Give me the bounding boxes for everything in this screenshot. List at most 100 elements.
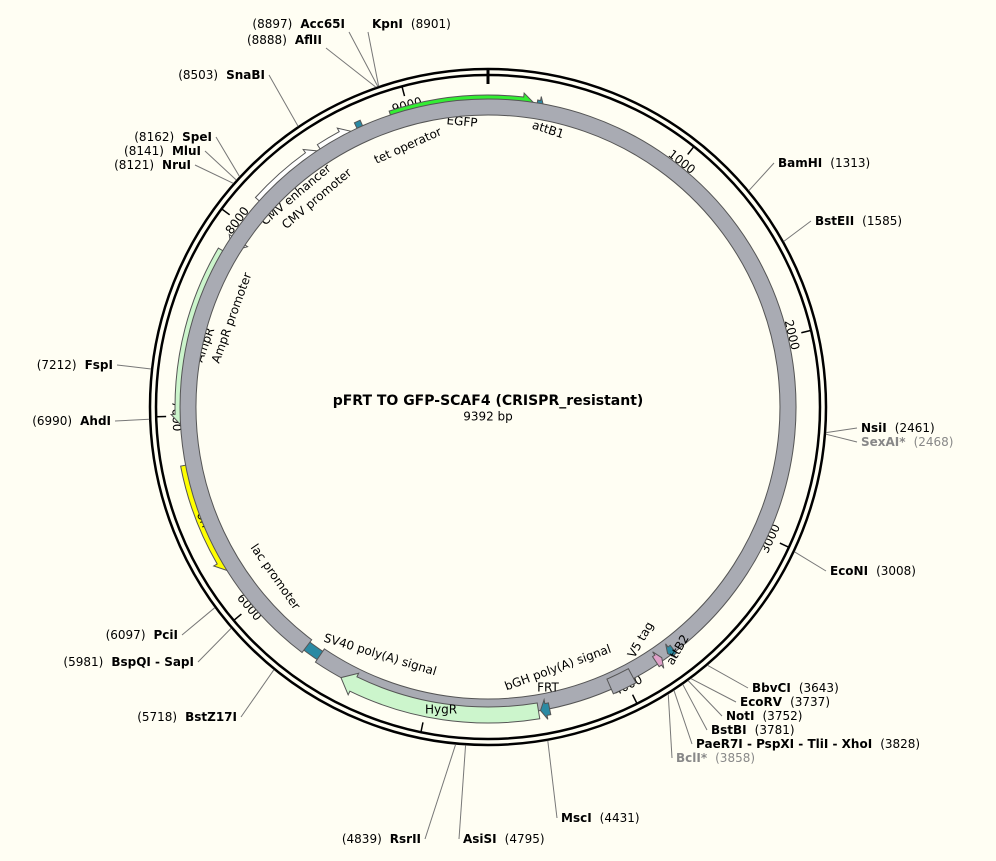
site-connector [547,740,558,819]
site-name: BamHI [778,156,822,170]
site-name: SnaBI [226,68,265,82]
site-connector [673,690,693,745]
site-label: (6097) PciI [106,628,178,642]
site-position: (6097) [106,628,146,642]
site-connector [367,31,380,87]
site-name: BbvCI [752,681,791,695]
site-label: (8162) SpeI [134,130,212,144]
tick-mark [801,329,812,334]
site-connector [348,31,379,87]
site-position: (8162) [134,130,174,144]
site-label: BstBI (3781) [711,723,795,737]
tick-mark [401,86,406,97]
site-position: (8901) [411,17,451,31]
site-name: BstEII [815,214,854,228]
site-connector [458,745,467,840]
site-position: (1313) [830,156,870,170]
feature-arrow [179,98,797,716]
site-label: NsiI (2461) [861,421,935,435]
site-connector [325,47,377,88]
site-position: (3781) [755,723,795,737]
site-position: (4431) [600,811,640,825]
feature-arrow [539,697,552,720]
site-position: (6990) [32,414,72,428]
site-name: EcoNI [830,564,868,578]
site-connector [682,684,708,731]
site-position: (2461) [895,421,935,435]
site-connector [194,164,234,184]
site-name: BstZ17I [185,710,237,724]
site-label: (8888) AflII [247,33,322,47]
site-position: (3643) [799,681,839,695]
site-label: BstEII (1585) [815,214,902,228]
feature-label: FRT [537,681,559,695]
tick-mark [779,542,790,548]
site-name: KpnI [372,17,403,31]
site-name: PciI [154,628,179,642]
site-name: NotI [726,709,755,723]
site-label: (8503) SnaBI [178,68,265,82]
site-name: NsiI [861,421,887,435]
site-connector [181,607,216,636]
site-name: BstBI [711,723,747,737]
site-connector [204,150,237,181]
site-label: (4839) RsrII [342,832,421,846]
site-position: (1585) [862,214,902,228]
site-label: AsiSI (4795) [463,832,545,846]
site-label: (5718) BstZ17I [137,710,237,724]
feature-label: HygR [425,703,457,717]
site-label: (8141) MluI [124,144,201,158]
tick-mark [233,613,242,622]
site-connector [114,418,150,422]
site-label: PaeR7I - PspXI - TliI - XhoI (3828) [696,737,920,751]
site-name: SpeI [182,130,212,144]
site-connector [825,433,858,443]
site-name: BspQI - SapI [111,655,194,669]
tick-mark [631,694,638,704]
site-label: MscI (4431) [561,811,640,825]
site-connector [707,664,749,689]
site-label: KpnI (8901) [372,17,451,31]
site-label: BamHI (1313) [778,156,870,170]
site-connector [240,669,275,718]
site-label: EcoNI (3008) [830,564,916,578]
plasmid-title: pFRT TO GFP-SCAF4 (CRISPR_resistant) [333,393,644,409]
site-connector [116,364,152,370]
site-connector [424,744,457,840]
site-position: (3008) [876,564,916,578]
tick-mark [420,722,424,733]
tick-mark [687,146,695,155]
site-name: MscI [561,811,592,825]
site-label: (7212) FspI [37,358,113,372]
site-label: (6990) AhdI [32,414,111,428]
site-connector [783,220,812,242]
site-position: (7212) [37,358,77,372]
site-position: (4839) [342,832,382,846]
site-name: FspI [85,358,113,372]
site-position: (8503) [178,68,218,82]
site-name: Acc65I [300,17,345,31]
site-position: (4795) [505,832,545,846]
site-position: (3752) [763,709,803,723]
site-name: SexAI* [861,435,906,449]
site-name: BclI* [676,751,708,765]
site-connector [690,678,737,703]
site-position: (8897) [252,17,292,31]
site-position: (2468) [914,435,954,449]
site-name: AflII [295,33,322,47]
site-name: AhdI [80,414,111,428]
tick-mark [221,208,231,216]
site-position: (5718) [137,710,177,724]
site-name: NruI [162,158,191,172]
site-position: (8888) [247,33,287,47]
site-connector [687,680,723,717]
site-connector [825,427,858,434]
site-name: AsiSI [463,832,497,846]
site-label: BbvCI (3643) [752,681,839,695]
site-connector [667,694,673,759]
feature-arrow [665,643,678,659]
site-position: (3828) [880,737,920,751]
site-label: BclI* (3858) [676,751,755,765]
